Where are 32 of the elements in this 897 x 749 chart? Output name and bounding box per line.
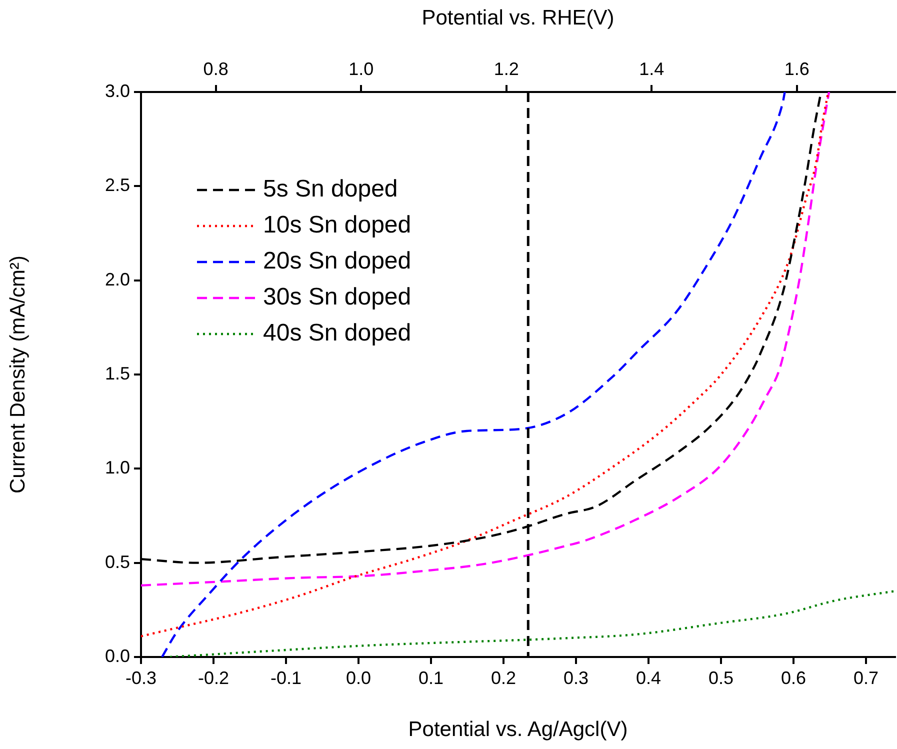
x-tick-label: 0.1 bbox=[418, 668, 444, 688]
x-tick-label: -0.1 bbox=[270, 668, 302, 688]
x2-tick-label: 1.4 bbox=[639, 59, 664, 80]
legend-label: 5s Sn doped bbox=[263, 176, 398, 203]
y-tick-label: 0.5 bbox=[104, 552, 130, 572]
x2-axis-title: Potential vs. RHE(V) bbox=[422, 6, 614, 30]
x2-tick-label: 1.6 bbox=[784, 59, 810, 80]
legend-label: 10s Sn doped bbox=[263, 212, 412, 239]
legend-label: 20s Sn doped bbox=[263, 248, 412, 275]
legend-label: 40s Sn doped bbox=[263, 320, 412, 347]
x-tick-label: -0.3 bbox=[125, 668, 157, 688]
y-tick-label: 3.0 bbox=[104, 80, 130, 101]
x2-tick-label: 1.0 bbox=[348, 59, 374, 80]
x-tick-label: 0.6 bbox=[780, 668, 806, 688]
y-tick-label: 1.0 bbox=[104, 458, 130, 478]
y-tick-label: 2.5 bbox=[104, 175, 130, 196]
y-tick-label: 0.0 bbox=[104, 646, 130, 666]
x-tick-label: 0.2 bbox=[490, 668, 516, 688]
x-axis-title: Potential vs. Ag/Agcl(V) bbox=[408, 718, 628, 742]
x-tick-label: -0.2 bbox=[198, 668, 230, 688]
x2-tick-label: 1.2 bbox=[494, 59, 519, 80]
y-tick-label: 1.5 bbox=[104, 363, 130, 384]
x-tick-label: 0.5 bbox=[708, 668, 734, 688]
legend-label: 30s Sn doped bbox=[263, 284, 412, 311]
x-tick-label: 0.4 bbox=[636, 668, 662, 688]
line-series bbox=[168, 590, 895, 657]
x2-tick-label: 0.8 bbox=[203, 59, 228, 80]
x-tick-label: 0.3 bbox=[563, 668, 589, 688]
x-tick-label: 0.0 bbox=[346, 668, 372, 688]
y-axis-title: Current Density (mA/cm²) bbox=[6, 255, 30, 494]
x-tick-label: 0.7 bbox=[853, 668, 879, 688]
y-tick-label: 2.0 bbox=[104, 269, 130, 290]
